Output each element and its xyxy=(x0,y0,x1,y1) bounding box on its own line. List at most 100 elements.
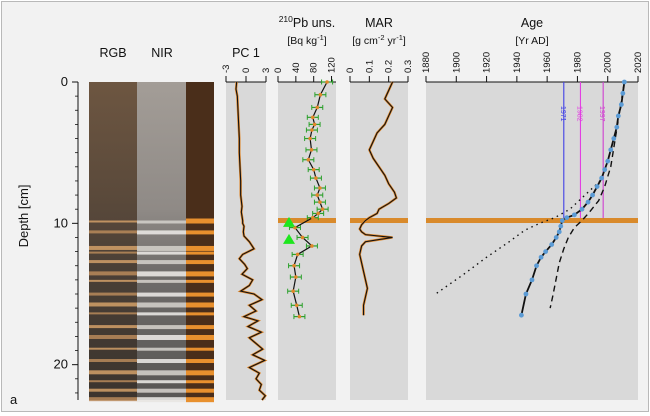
x-tick-label: 1940 xyxy=(512,52,523,73)
pb210-unit: [Bq kg-1] xyxy=(287,33,326,47)
rgb-lamina xyxy=(89,271,137,276)
nir-lamina xyxy=(137,388,186,393)
pb210-panel: 210Pb uns. [Bq kg-1] 0 40 80 120 xyxy=(273,14,338,400)
mar-unit-part: -1 xyxy=(396,33,403,42)
mar-unit-part: -2 xyxy=(378,33,385,42)
rgb-lamina xyxy=(89,230,137,234)
age-point xyxy=(608,147,614,153)
pb210-point xyxy=(315,193,320,197)
pb210-unit-close: ] xyxy=(324,35,327,47)
age-point xyxy=(538,254,544,260)
rgb-lamina xyxy=(89,347,137,350)
age-point xyxy=(605,158,611,164)
pb210-points xyxy=(291,80,329,319)
x-tick-label: 2020 xyxy=(633,52,644,73)
x-tick-label: -3 xyxy=(221,65,232,73)
layer-strip-band xyxy=(186,325,214,330)
pb210-point xyxy=(312,122,317,127)
layer-strip-band xyxy=(186,260,214,265)
x-tick-label: 1920 xyxy=(482,52,493,73)
layer-strip-band xyxy=(186,397,214,403)
rgb-lamina xyxy=(89,397,137,402)
layer-strip-band xyxy=(186,271,214,277)
layer-strip-event xyxy=(186,218,214,224)
x-tick-label: 0.3 xyxy=(403,60,414,73)
age-panel: Age [Yr AD] 1880 1900 1920 1940 1960 1980 2000… xyxy=(421,16,644,400)
pb210-point xyxy=(300,235,305,240)
x-tick-label: 40 xyxy=(291,62,302,73)
age-points xyxy=(519,79,627,318)
nir-core-image xyxy=(137,82,186,400)
rgb-lamina xyxy=(89,380,137,383)
mar-title: MAR xyxy=(365,16,393,30)
pb210-point xyxy=(292,263,296,268)
age-point xyxy=(543,249,549,255)
layer-strip-band xyxy=(186,370,214,376)
layer-strip-band xyxy=(186,230,214,235)
age-point xyxy=(558,223,564,229)
nir-lamina xyxy=(137,359,186,364)
mar-event-layer xyxy=(350,218,408,224)
pb210-unit-main: [Bq kg xyxy=(287,35,317,47)
age-point xyxy=(534,263,539,269)
rgb-lamina xyxy=(89,292,137,296)
nir-lamina xyxy=(137,260,186,265)
pb210-point xyxy=(311,215,315,220)
mar-unit-part: yr xyxy=(385,35,397,47)
nir-lamina xyxy=(137,251,186,255)
layer-strip-band xyxy=(186,334,214,340)
nir-lamina xyxy=(137,397,186,403)
age-point xyxy=(579,206,585,212)
age-point xyxy=(594,184,600,189)
pc1-series-line xyxy=(235,81,267,401)
age-point xyxy=(564,215,570,221)
panel-label: a xyxy=(10,392,18,407)
pb210-x-ticks: 0 40 80 120 xyxy=(273,57,338,83)
rgb-lamina xyxy=(89,245,137,250)
nir-header: NIR xyxy=(151,46,173,60)
mar-plot-area xyxy=(350,82,408,400)
age-point xyxy=(602,167,608,173)
age-dotted-model xyxy=(433,180,601,296)
pb210-markers xyxy=(283,216,295,244)
age-dashed-model xyxy=(549,81,626,309)
pb210-point xyxy=(320,207,325,211)
age-point xyxy=(599,175,605,181)
pb210-point xyxy=(325,80,329,84)
pc1-x-ticks: -3 0 3 xyxy=(221,65,272,83)
pb210-point xyxy=(318,200,322,204)
x-tick-label: 80 xyxy=(309,62,320,73)
x-tick-label: 1880 xyxy=(421,52,432,73)
rgb-lamina xyxy=(89,334,137,339)
depth-axis-label: Depth [cm] xyxy=(16,185,31,248)
age-point xyxy=(618,102,624,108)
pb210-point xyxy=(315,105,320,110)
pb210-point xyxy=(311,167,316,172)
pc1-title: PC 1 xyxy=(232,46,260,60)
nir-lamina xyxy=(137,230,186,235)
age-point xyxy=(585,199,591,205)
layer-strip-band xyxy=(186,380,214,384)
nir-lamina xyxy=(137,380,186,384)
age-reference-label: 1982 xyxy=(575,106,582,122)
rgb-lamina xyxy=(89,312,137,315)
pb210-title-main: Pb uns. xyxy=(293,16,335,30)
nir-lamina xyxy=(137,271,186,277)
rgb-lamina xyxy=(89,302,137,307)
nir-lamina xyxy=(137,220,186,224)
rgb-lamina xyxy=(89,251,137,254)
x-tick-label: 120 xyxy=(327,57,338,73)
pb210-unit-sup: -1 xyxy=(317,33,324,42)
mar-series-line xyxy=(359,81,398,316)
mar-unit-part: [g cm xyxy=(352,35,378,47)
age-title: Age xyxy=(521,16,543,30)
nir-lamina xyxy=(137,347,186,351)
depth-tick-label: 0 xyxy=(61,74,68,89)
age-point xyxy=(556,229,562,235)
pb210-point xyxy=(318,186,322,190)
layer-strip-band xyxy=(186,251,214,255)
age-point xyxy=(621,79,627,85)
age-reference-lines: 1971 1982 1997 xyxy=(559,82,605,219)
x-tick-label: 0 xyxy=(345,68,356,73)
